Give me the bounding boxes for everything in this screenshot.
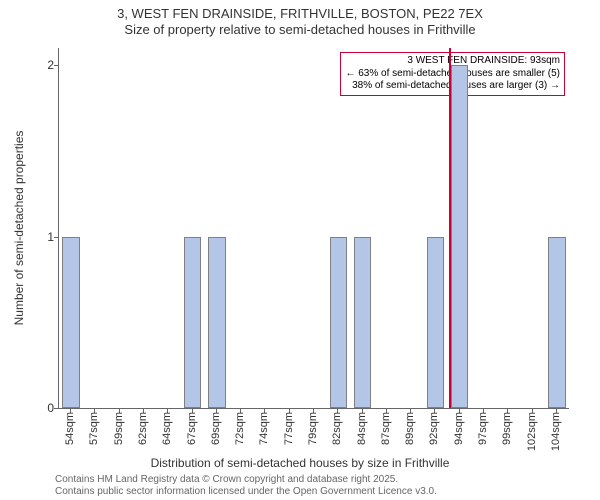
x-tick-label: 97sqm <box>477 412 489 445</box>
title-line-1: 3, WEST FEN DRAINSIDE, FRITHVILLE, BOSTO… <box>0 6 600 22</box>
x-tick-label: 89sqm <box>404 412 416 445</box>
bar <box>330 237 347 408</box>
plot-area: 3 WEST FEN DRAINSIDE: 93sqm ← 63% of sem… <box>58 48 569 409</box>
x-tick-label: 54sqm <box>64 412 76 445</box>
x-tick-label: 104sqm <box>550 412 562 451</box>
bar <box>354 237 371 408</box>
x-tick-label: 87sqm <box>380 412 392 445</box>
x-tick-label: 74sqm <box>258 412 270 445</box>
x-tick-label: 82sqm <box>331 412 343 445</box>
x-tick-label: 77sqm <box>283 412 295 445</box>
x-tick-label: 67sqm <box>186 412 198 445</box>
marker-line <box>449 48 451 408</box>
chart-container: 3, WEST FEN DRAINSIDE, FRITHVILLE, BOSTO… <box>0 0 600 500</box>
chart-title: 3, WEST FEN DRAINSIDE, FRITHVILLE, BOSTO… <box>0 0 600 39</box>
y-ticks: 012 <box>0 48 58 408</box>
y-tick-label: 1 <box>47 230 54 244</box>
x-tick-label: 84sqm <box>356 412 368 445</box>
x-tick-label: 72sqm <box>234 412 246 445</box>
bar <box>548 237 565 408</box>
x-axis-title: Distribution of semi-detached houses by … <box>0 456 600 470</box>
footer-line-1: Contains HM Land Registry data © Crown c… <box>55 474 437 486</box>
x-tick-label: 102sqm <box>526 412 538 451</box>
x-tick-label: 59sqm <box>113 412 125 445</box>
title-line-2: Size of property relative to semi-detach… <box>0 22 600 38</box>
bar <box>451 65 468 408</box>
footer: Contains HM Land Registry data © Crown c… <box>55 474 437 498</box>
x-tick-label: 99sqm <box>501 412 513 445</box>
x-tick-label: 79sqm <box>307 412 319 445</box>
bar <box>184 237 201 408</box>
footer-line-2: Contains public sector information licen… <box>55 486 437 498</box>
x-tick-label: 92sqm <box>428 412 440 445</box>
bar <box>427 237 444 408</box>
x-tick-label: 64sqm <box>161 412 173 445</box>
bar <box>208 237 225 408</box>
bar <box>62 237 79 408</box>
x-tick-label: 94sqm <box>453 412 465 445</box>
x-tick-label: 62sqm <box>137 412 149 445</box>
y-tick-label: 2 <box>47 58 54 72</box>
x-tick-label: 57sqm <box>88 412 100 445</box>
x-ticks: 54sqm 57sqm 59sqm 62sqm 64sqm 67sqm 69sqm 72sqm… <box>58 408 568 458</box>
x-tick-label: 69sqm <box>210 412 222 445</box>
y-tick-label: 0 <box>47 401 54 415</box>
